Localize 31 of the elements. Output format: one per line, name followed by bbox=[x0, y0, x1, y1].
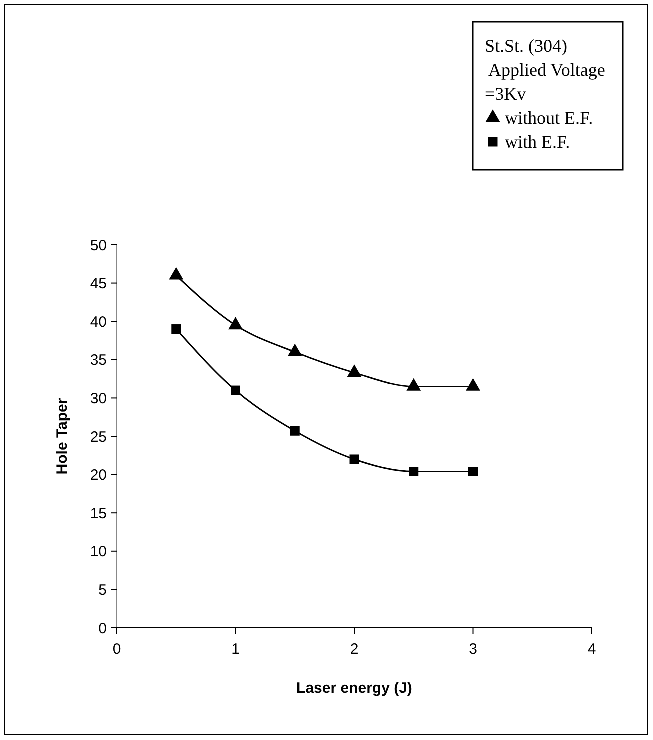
x-axis-title: Laser energy (J) bbox=[296, 680, 412, 697]
y-tick-label: 0 bbox=[98, 620, 107, 638]
point bbox=[468, 466, 478, 476]
y-tick-label: 40 bbox=[90, 314, 107, 331]
x-tick-label: 0 bbox=[112, 641, 122, 658]
x-tick-label: 4 bbox=[588, 641, 596, 658]
point bbox=[290, 426, 300, 436]
y-tick-label: 30 bbox=[90, 390, 107, 408]
point bbox=[347, 364, 362, 378]
y-axis-title: Hole Taper bbox=[54, 398, 71, 475]
point bbox=[231, 386, 240, 396]
y-tick-label: 35 bbox=[90, 352, 107, 370]
y-tick-label: 20 bbox=[90, 467, 107, 484]
point bbox=[288, 344, 302, 356]
point bbox=[409, 466, 419, 476]
y-tick-label: 10 bbox=[90, 544, 107, 561]
point bbox=[466, 378, 480, 391]
legend-label: without E.F. bbox=[505, 108, 594, 128]
y-tick-label: 25 bbox=[90, 428, 107, 446]
y-tick-label: 45 bbox=[90, 276, 107, 293]
point bbox=[406, 378, 422, 391]
y-tick-label: 5 bbox=[98, 582, 107, 599]
x-tick-label: 3 bbox=[469, 641, 478, 658]
point bbox=[228, 317, 243, 330]
y-tick-label: 15 bbox=[90, 505, 107, 522]
legend-label: with E.F. bbox=[505, 132, 570, 152]
y-tick-label: 50 bbox=[90, 237, 107, 254]
x-tick-label: 2 bbox=[350, 641, 359, 658]
point bbox=[350, 454, 360, 464]
point bbox=[169, 267, 184, 280]
x-tick-label: 1 bbox=[232, 641, 240, 658]
